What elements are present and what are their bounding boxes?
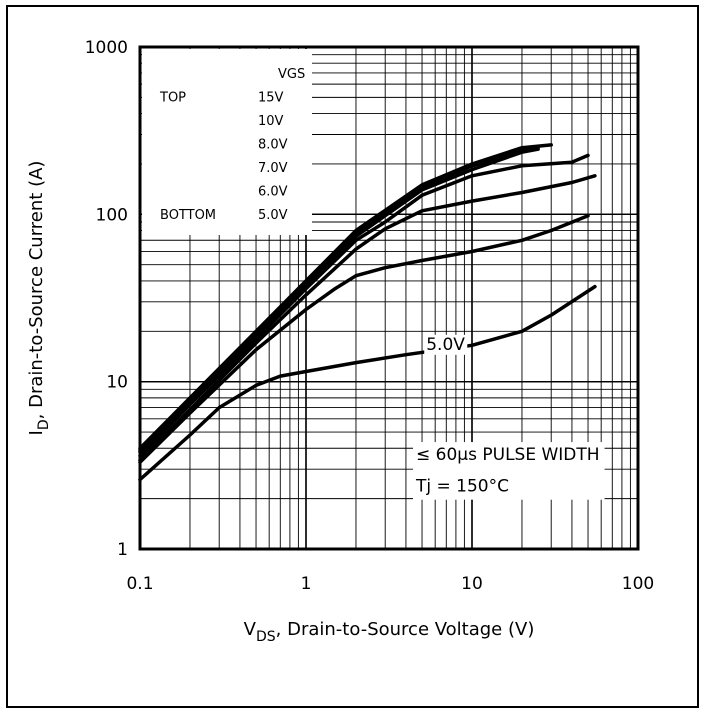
x-tick-label: 0.1 <box>126 574 153 594</box>
series-line <box>138 153 590 458</box>
series-line <box>138 284 597 482</box>
legend-entry: 8.0V <box>258 138 288 153</box>
legend-top-label: TOP <box>159 91 186 106</box>
annotation-text: ≤ 60µs PULSE WIDTH <box>416 445 600 465</box>
y-tick-label: 1 <box>117 540 128 560</box>
series-line <box>138 214 590 464</box>
legend-entry: 10V <box>258 114 284 129</box>
legend: VGS 15V 10V 8.0V 7.0V 6.0V 5.0V TOP BOTTOM <box>159 67 305 223</box>
annotation-text: Tj = 150°C <box>415 477 509 497</box>
y-axis-label-main: I <box>26 430 47 435</box>
x-axis-label: VDS, Drain-to-Source Voltage (V) <box>244 619 535 645</box>
chart-frame <box>6 5 699 708</box>
x-tick-label: 100 <box>622 574 654 594</box>
series-line <box>138 147 540 454</box>
legend-entry: 7.0V <box>258 161 288 176</box>
y-tick-label: 10 <box>106 373 128 393</box>
legend-entry: 6.0V <box>258 185 288 200</box>
x-axis-label-main: V <box>244 619 257 640</box>
y-tick-label: 1000 <box>85 38 128 58</box>
x-tick-label: 10 <box>461 574 483 594</box>
x-axis-label-subscript: DS <box>256 629 276 645</box>
series-line <box>138 174 597 462</box>
y-tick-label: 100 <box>96 205 128 225</box>
y-axis-label: ID, Drain-to-Source Current (A) <box>26 161 52 436</box>
x-axis-label-rest: , Drain-to-Source Voltage (V) <box>276 619 535 640</box>
x-tick-label: 1 <box>301 574 312 594</box>
series-lines <box>138 143 597 482</box>
annotations: 5.0V ≤ 60µs PULSE WIDTH Tj = 150°C <box>413 334 605 500</box>
legend-header: VGS <box>278 67 305 82</box>
plot-area-border <box>138 45 640 551</box>
legend-background <box>142 49 312 235</box>
legend-entry: 5.0V <box>258 208 288 223</box>
annotation-text: 5.0V <box>426 335 465 355</box>
note-background <box>413 442 605 500</box>
y-axis-label-subscript: D <box>36 419 52 430</box>
legend-bottom-label: BOTTOM <box>160 208 216 223</box>
tick-labels: 0.1 1 10 100 1 10 100 1000 <box>85 38 654 594</box>
legend-entry: 15V <box>258 91 284 106</box>
annotation-background <box>424 334 468 355</box>
y-axis-label-rest: , Drain-to-Source Current (A) <box>26 161 47 420</box>
